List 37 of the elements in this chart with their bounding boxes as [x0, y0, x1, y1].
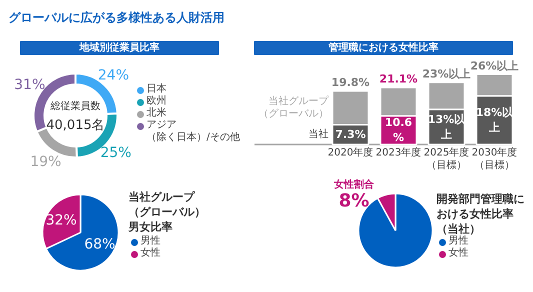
chart-subtitle: 地域別従業員比率	[78, 42, 160, 54]
data-label: 13%以上	[428, 112, 466, 141]
legend-label: アジア（除く日本）/その他	[146, 120, 240, 144]
text: 40,015名	[46, 118, 105, 133]
series-label: 当社グループ（グローバル）	[258, 95, 330, 120]
legend-label: 欧州	[146, 94, 166, 106]
legend-label: 女性	[140, 246, 160, 258]
chart-title: グローバルに広がる多様性ある人財活用	[8, 10, 224, 24]
data-label: 19%	[30, 154, 62, 170]
text: 当社グループ（グローバル）男女比率	[128, 190, 206, 234]
series-label: 当社	[308, 128, 328, 140]
total-label: 23%以上	[422, 67, 471, 80]
data-label: 10.6%	[384, 116, 412, 144]
legend-label: 北米	[146, 106, 166, 118]
data-label: 8%	[338, 190, 370, 212]
x-tick-label: 2020年度	[328, 146, 374, 158]
data-label: 25%	[100, 144, 132, 161]
legend-label: 男性	[448, 234, 468, 246]
data-label: 31%	[14, 77, 46, 94]
legend-label: 日本	[146, 82, 166, 94]
data-label: 7.3%	[335, 128, 366, 142]
data-label: 18%以上	[476, 106, 514, 134]
total-label: 26%以上	[470, 59, 519, 72]
x-tick-label: 2030年度（目標）	[472, 146, 518, 172]
total-label: 21.1%	[379, 72, 418, 86]
chart-title: 管理職における女性比率	[328, 42, 438, 54]
text: 女性割合	[333, 178, 376, 190]
x-tick-label: 2023年度	[376, 146, 422, 158]
legend-label: 男性	[140, 234, 160, 246]
data-label: 68%	[84, 236, 116, 253]
text: 総従業員数	[50, 100, 100, 112]
data-label: 24%	[98, 68, 130, 84]
text: 開発部門管理職における女性比率（当社）	[436, 192, 524, 236]
legend-label: 女性	[448, 246, 468, 258]
x-tick-label: 2025年度（目標）	[424, 146, 470, 172]
data-label: 32%	[46, 212, 77, 228]
total-label: 19.8%	[331, 76, 370, 90]
